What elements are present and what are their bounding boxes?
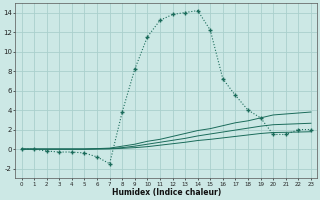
X-axis label: Humidex (Indice chaleur): Humidex (Indice chaleur)	[112, 188, 221, 197]
